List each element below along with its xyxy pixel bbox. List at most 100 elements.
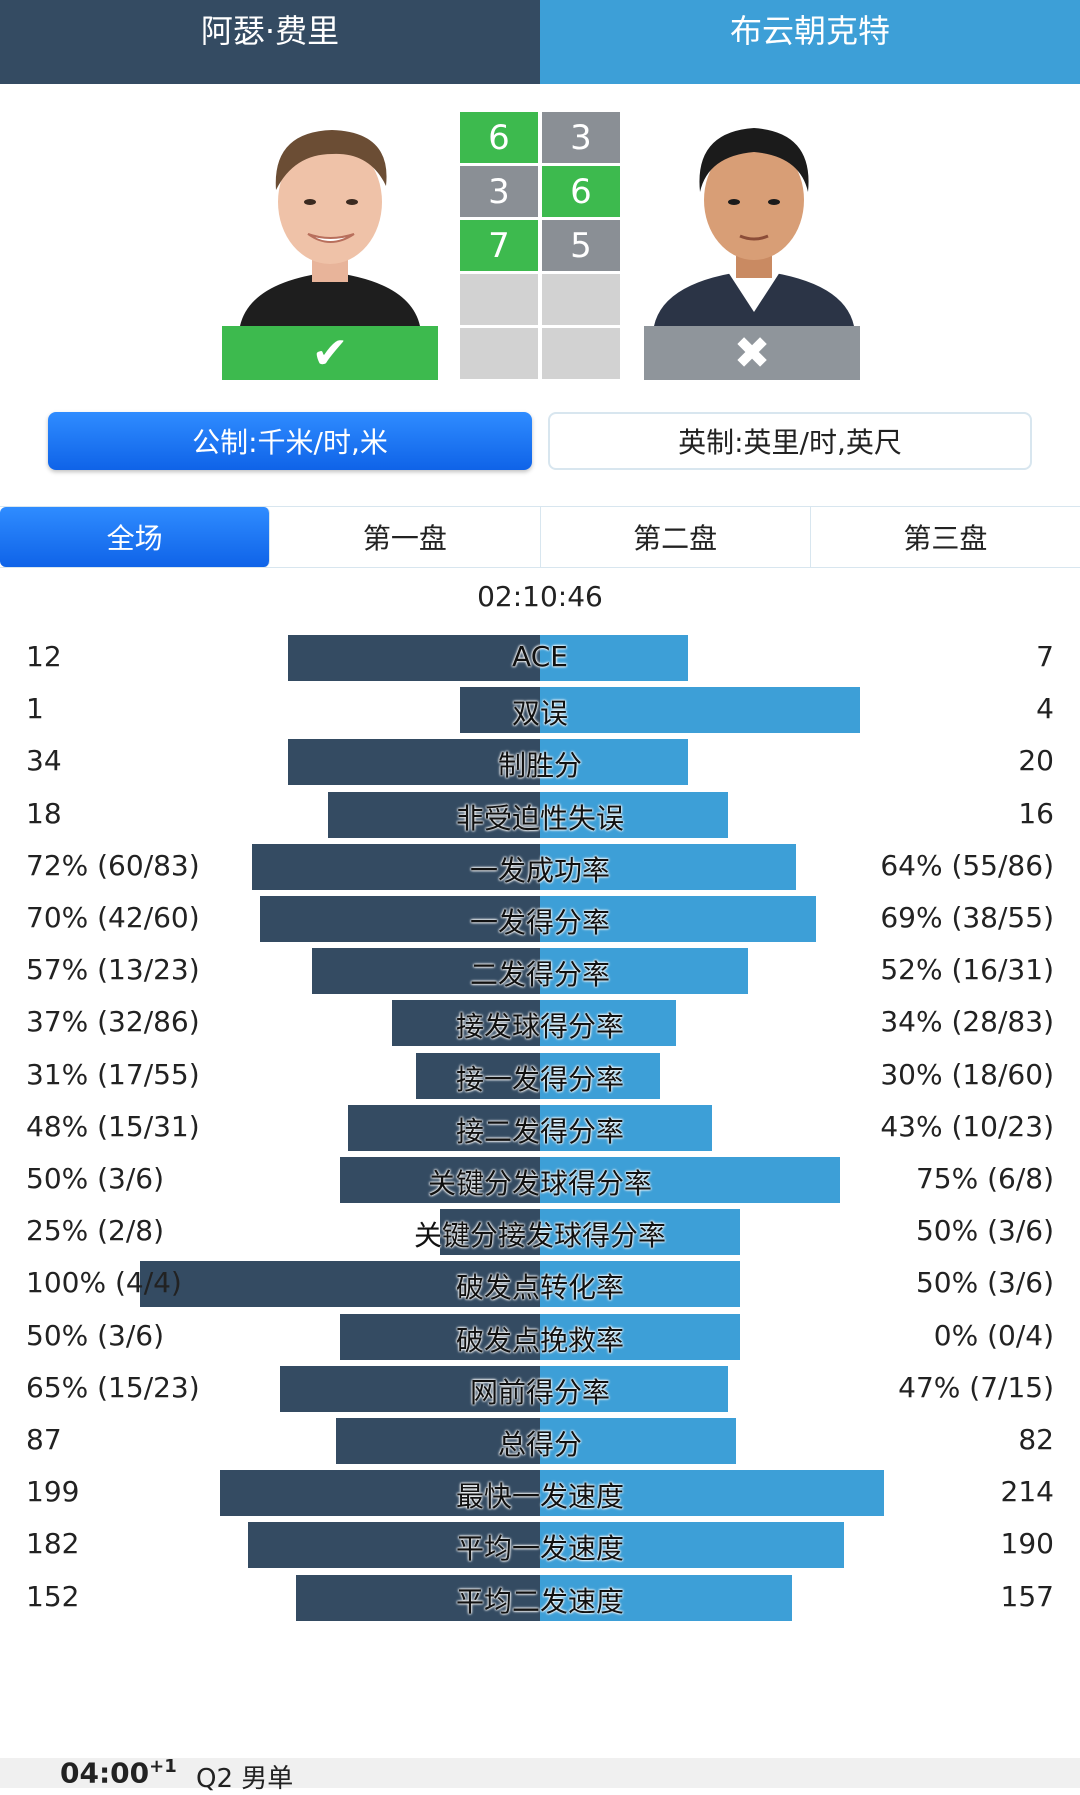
stat-bar-left bbox=[440, 1209, 540, 1256]
set-5-left-score bbox=[460, 328, 538, 379]
stat-value-right: 47% (7/15) bbox=[898, 1370, 1054, 1404]
stat-bar-left bbox=[348, 1104, 540, 1151]
stat-row: 70% (42/60) 69% (38/55) 一发得分率 bbox=[0, 895, 1080, 955]
stat-bar-left bbox=[336, 1418, 540, 1464]
stat-value-right: 64% (55/86) bbox=[880, 848, 1054, 882]
set-2-left-score: 3 bbox=[460, 166, 538, 217]
stat-value-right: 4 bbox=[1036, 692, 1054, 726]
set-tabs: 全场 第一盘 第二盘 第三盘 bbox=[0, 506, 1080, 568]
stat-row: 31% (17/55) 30% (18/60) 接一发得分率 bbox=[0, 1052, 1080, 1112]
set-1-right-score: 3 bbox=[542, 112, 620, 163]
stat-bar-left bbox=[220, 1470, 540, 1517]
stat-bar-left bbox=[288, 635, 540, 681]
stat-value-right: 50% (3/6) bbox=[915, 1214, 1054, 1248]
set-3-left-score: 7 bbox=[460, 220, 538, 271]
stat-value-left: 87 bbox=[26, 1423, 62, 1456]
stat-row: 25% (2/8) 50% (3/6) 关键分接发球得分率 bbox=[0, 1208, 1080, 1268]
stat-row: 34 20 制胜分 bbox=[0, 738, 1080, 798]
stat-label: 一发得分率 bbox=[469, 906, 610, 939]
set-2-right-score: 6 bbox=[542, 166, 620, 217]
match-time: 04:00+1 bbox=[60, 1756, 177, 1790]
tab-set-1[interactable]: 第一盘 bbox=[270, 507, 541, 567]
stat-value-left: 50% (3/6) bbox=[26, 1162, 165, 1195]
stat-label: 关键分发球得分率 bbox=[427, 1167, 652, 1200]
stat-value-left: 12 bbox=[26, 640, 62, 673]
stat-bar-left bbox=[288, 739, 540, 786]
stat-value-right: 7 bbox=[1036, 640, 1054, 673]
stat-value-right: 43% (10/23) bbox=[880, 1109, 1054, 1143]
stat-bar-left bbox=[260, 896, 540, 942]
stat-bar-right bbox=[540, 635, 688, 681]
stat-bar-right bbox=[540, 1418, 736, 1464]
stat-value-left: 50% (3/6) bbox=[26, 1318, 165, 1352]
stat-bar-right bbox=[540, 1209, 740, 1256]
stat-bar-left bbox=[416, 1052, 540, 1099]
stat-bar-left bbox=[340, 1313, 540, 1360]
set-1-left-score: 6 bbox=[460, 112, 538, 163]
imperial-unit-button[interactable]: 英制:英里/时,英尺 bbox=[548, 412, 1032, 470]
stat-bar-left bbox=[312, 948, 540, 995]
stat-value-left: 100% (4/4) bbox=[26, 1266, 182, 1300]
stat-label: 最快一发速度 bbox=[455, 1480, 624, 1514]
stat-row: 72% (60/83) 64% (55/86) 一发成功率 bbox=[0, 843, 1080, 903]
stat-value-right: 0% (0/4) bbox=[933, 1318, 1054, 1352]
stat-row: 12 7 ACE bbox=[0, 634, 1080, 694]
stat-bar-left bbox=[296, 1574, 540, 1621]
stat-label: 总得分 bbox=[497, 1428, 582, 1461]
stat-value-right: 82 bbox=[1018, 1423, 1054, 1456]
tab-set-3[interactable]: 第三盘 bbox=[903, 522, 988, 555]
event-label: Q2 男单 bbox=[196, 1764, 294, 1794]
set-4-right-score bbox=[542, 274, 620, 325]
stat-value-right: 50% (3/6) bbox=[915, 1266, 1054, 1300]
stat-value-left: 1 bbox=[26, 692, 44, 726]
stat-value-right: 190 bbox=[1000, 1527, 1054, 1561]
stat-label: 接二发得分率 bbox=[455, 1114, 624, 1148]
tab-set-2[interactable]: 第二盘 bbox=[541, 507, 811, 567]
stat-row: 87 82 总得分 bbox=[0, 1417, 1080, 1477]
stat-bar-right bbox=[540, 739, 688, 786]
player-right-photo bbox=[644, 112, 864, 326]
stat-row: 18 16 非受迫性失误 bbox=[0, 791, 1080, 851]
set-5-right-score bbox=[542, 328, 620, 379]
stat-value-right: 75% (6/8) bbox=[915, 1162, 1054, 1195]
stat-label: 双误 bbox=[511, 697, 568, 731]
stat-value-left: 152 bbox=[26, 1579, 80, 1613]
stat-bar-right bbox=[540, 791, 728, 838]
x-icon: ✖ bbox=[733, 327, 771, 379]
match-duration: 02:10:46 bbox=[477, 580, 603, 613]
stat-row: 50% (3/6) 0% (0/4) 破发点挽救率 bbox=[0, 1313, 1080, 1373]
stat-bar-right bbox=[540, 1522, 844, 1569]
stat-bar-left bbox=[460, 687, 540, 734]
stat-row: 65% (15/23) 47% (7/15) 网前得分率 bbox=[0, 1365, 1080, 1425]
check-icon: ✔ bbox=[311, 327, 349, 379]
stat-label: 二发得分率 bbox=[469, 958, 610, 992]
tab-match[interactable]: 全场 bbox=[0, 507, 271, 567]
stat-value-left: 34 bbox=[26, 744, 62, 778]
stat-bar-right bbox=[540, 1261, 740, 1308]
stat-bar-right bbox=[540, 1052, 660, 1099]
stat-label: 一发成功率 bbox=[469, 853, 610, 887]
stat-bar-left bbox=[392, 1000, 540, 1047]
metric-unit-button[interactable]: 公制:千米/时,米 bbox=[48, 412, 532, 470]
stat-row: 37% (32/86) 34% (28/83) 接发球得分率 bbox=[0, 999, 1080, 1059]
stat-bar-right bbox=[540, 1470, 884, 1517]
stat-label: 平均二发速度 bbox=[455, 1584, 624, 1618]
set-4-left-score bbox=[460, 274, 538, 325]
stat-row: 152 157 平均二发速度 bbox=[0, 1574, 1080, 1634]
stat-row: 182 190 平均一发速度 bbox=[0, 1521, 1080, 1581]
stat-label: 制胜分 bbox=[497, 749, 582, 783]
stat-value-right: 69% (38/55) bbox=[880, 901, 1054, 934]
stat-value-left: 48% (15/31) bbox=[26, 1109, 200, 1143]
stat-label: 接一发得分率 bbox=[455, 1062, 624, 1096]
set-3-right-score: 5 bbox=[542, 220, 620, 271]
loser-badge: ✖ bbox=[644, 326, 860, 380]
stat-label: 非受迫性失误 bbox=[455, 801, 624, 835]
stat-value-left: 57% (13/23) bbox=[26, 953, 200, 987]
stat-bar-left bbox=[140, 1261, 540, 1308]
stat-row: 1 4 双误 bbox=[0, 686, 1080, 746]
stat-value-right: 16 bbox=[1018, 796, 1054, 830]
stat-value-right: 30% (18/60) bbox=[880, 1057, 1054, 1091]
stat-value-left: 70% (42/60) bbox=[26, 901, 200, 934]
stat-value-left: 65% (15/23) bbox=[26, 1370, 200, 1404]
